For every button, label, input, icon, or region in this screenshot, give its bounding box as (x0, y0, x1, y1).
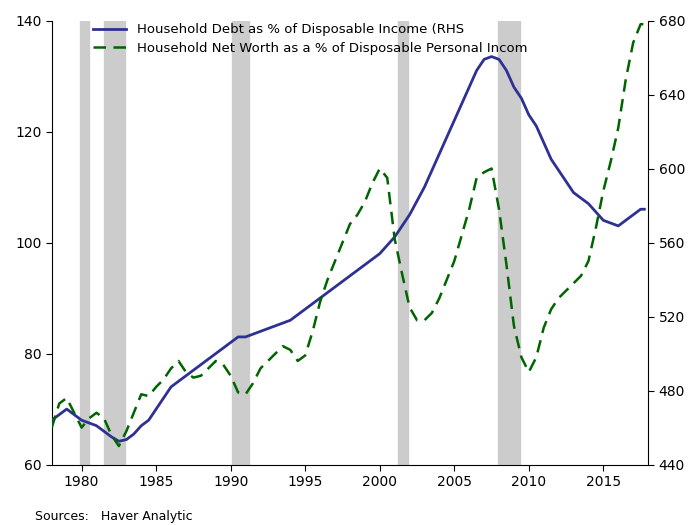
Bar (398, 20, 408, 465)
Bar (80, 20, 89, 465)
Bar (104, 20, 125, 465)
Bar (232, 20, 248, 465)
Text: Sources:   Haver Analytic: Sources: Haver Analytic (35, 510, 193, 523)
Bar (498, 20, 520, 465)
Legend: Household Debt as % of Disposable Income (RHS, Household Net Worth as a % of Dis: Household Debt as % of Disposable Income… (88, 18, 533, 60)
